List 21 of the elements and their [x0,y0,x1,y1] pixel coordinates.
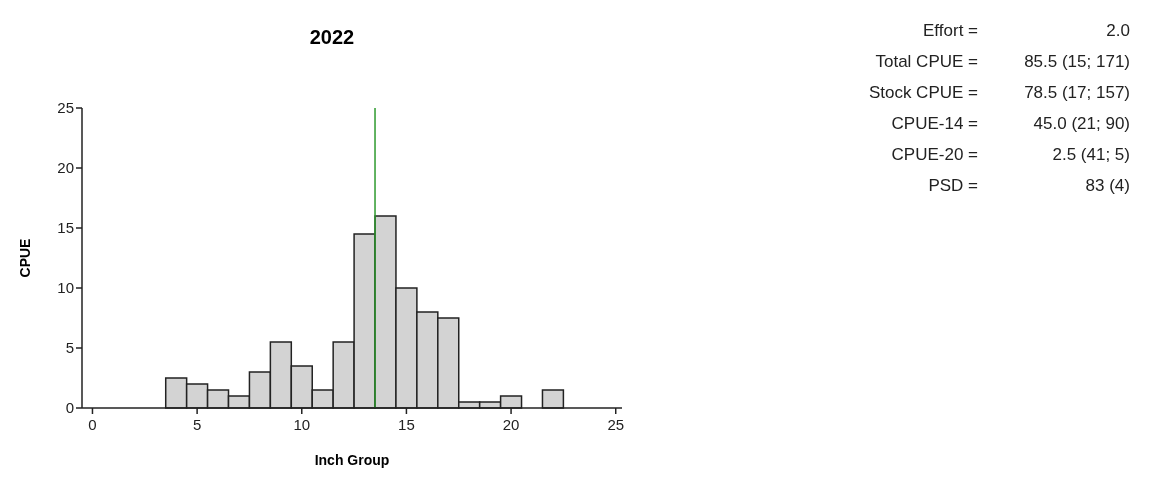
y-tick-label: 0 [65,399,74,417]
x-axis-title: Inch Group [314,452,390,468]
text: CPUE-20 = 2.5 (41; 5) [891,145,1130,164]
y-tick-label: 10 [57,279,74,297]
text: PSD = 83 (4) [928,176,1130,195]
x-tick-label: 5 [192,416,202,433]
y-tick-label: 20 [57,159,74,177]
x-tick-label: 20 [502,416,520,433]
text: Total CPUE = 85.5 (15; 171) [875,52,1130,71]
x-tick-label: 0 [88,416,97,433]
y-tick-label: 25 [57,99,74,117]
text: Stock CPUE = 78.5 (17; 157) [868,83,1130,102]
x-tick-label: 15 [398,416,415,433]
text: Effort = 2.0 [923,21,1130,40]
x-tick-label: 25 [607,416,625,433]
text: CPUE-14 = 45.0 (21; 90) [891,114,1130,133]
y-tick-label: 5 [65,339,74,357]
x-tick-label: 10 [293,416,311,433]
chart-title: 2022 [309,26,355,48]
y-tick-label: 15 [57,219,74,237]
y-axis-title: CPUE [17,238,33,278]
